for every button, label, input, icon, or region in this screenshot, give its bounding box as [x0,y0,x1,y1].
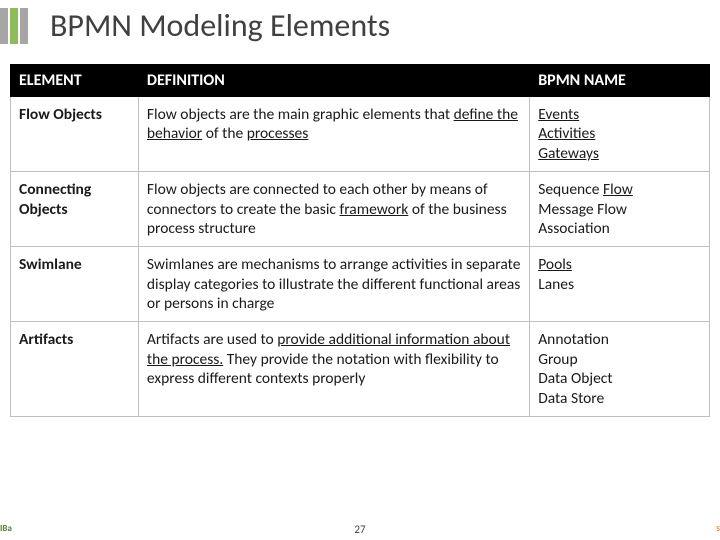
table-row-element: Connecting Objects [11,172,139,247]
header-definition: DEFINITION [138,65,529,97]
table-row-element: Flow Objects [11,97,139,172]
table-row-bpmn-names: PoolsLanes [530,247,710,322]
right-footer-mark: s [716,521,720,534]
page-title: BPMN Modeling Elements [50,6,390,45]
table-row-definition: Artifacts are used to provide additional… [138,322,529,417]
elements-table: ELEMENT DEFINITION BPMN NAME Flow Object… [10,64,710,417]
table-row-bpmn-names: AnnotationGroupData ObjectData Store [530,322,710,417]
table-row-bpmn-names: EventsActivitiesGateways [530,97,710,172]
header-element: ELEMENT [11,65,139,97]
page-number: 27 [354,523,365,536]
table-row-definition: Flow objects are connected to each other… [138,172,529,247]
table-row-element: Swimlane [11,247,139,322]
table-row-bpmn-names: Sequence FlowMessage FlowAssociation [530,172,710,247]
table-row-definition: Swimlanes are mechanisms to arrange acti… [138,247,529,322]
left-footer-mark: IBa [0,523,12,534]
table-row-definition: Flow objects are the main graphic elemen… [138,97,529,172]
header-bpmn-name: BPMN NAME [530,65,710,97]
table-row-element: Artifacts [11,322,139,417]
decorative-bars [0,8,28,44]
